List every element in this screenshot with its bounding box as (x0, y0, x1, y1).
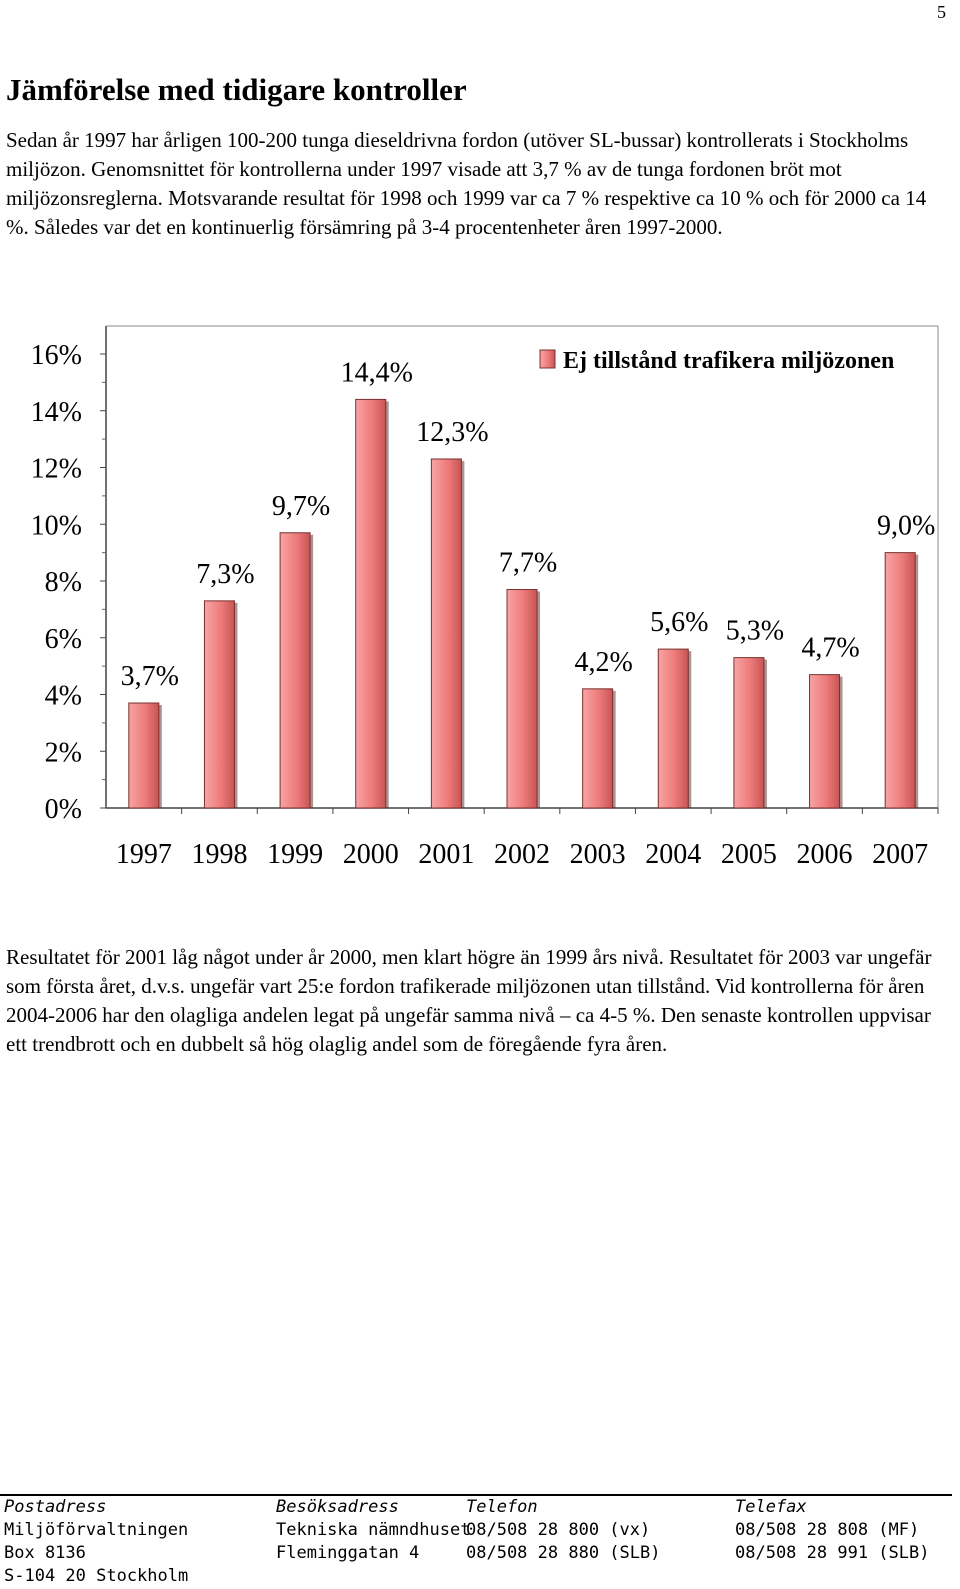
y-tick-label: 10% (31, 510, 82, 541)
data-label-2003: 4,2% (574, 647, 632, 678)
bar-2003 (582, 688, 614, 809)
x-tick-label-2004: 2004 (645, 839, 701, 870)
bar-chart: 0% 2% 4% 6% 8% 10% 12% 14% 16% 3,7% 1997 7,3% 1998 9… (31, 325, 939, 870)
section-heading: Jämförelse med tidigare kontroller (6, 72, 467, 107)
bar-2001 (430, 458, 462, 809)
footer: Postadress Miljöförvaltningen Box 8136 S… (0, 1496, 960, 1589)
x-tick-label-2003: 2003 (570, 839, 626, 870)
footer-line: 08/508 28 800 (vx) (466, 1520, 651, 1540)
data-label-1998: 7,3% (196, 559, 254, 590)
footer-line: 08/508 28 991 (SLB) (735, 1543, 930, 1563)
data-label-2000: 14,4% (341, 357, 413, 388)
bar-2000 (355, 398, 387, 809)
x-tick-label-1998: 1998 (191, 839, 247, 870)
y-tick-label: 4% (45, 681, 82, 712)
x-tick-label-2002: 2002 (494, 839, 550, 870)
x-tick-label-2000: 2000 (343, 839, 399, 870)
y-tick-label: 2% (45, 737, 82, 768)
bar-2006 (809, 674, 841, 809)
footer-fax: Telefax 08/508 28 808 (MF) 08/508 28 991… (735, 1496, 929, 1565)
data-label-2005: 5,3% (726, 616, 784, 647)
y-tick-label: 12% (31, 454, 82, 485)
bar-2002 (506, 589, 538, 809)
data-label-2001: 12,3% (416, 417, 488, 448)
footer-heading: Telefon (466, 1497, 538, 1517)
data-label-1997: 3,7% (121, 661, 179, 692)
bar-1999 (279, 532, 311, 809)
y-tick-label: 6% (45, 624, 82, 655)
y-tick-label: 16% (31, 340, 82, 371)
bar-2007 (884, 552, 916, 809)
legend-swatch (539, 349, 556, 369)
y-tick-label: 14% (31, 397, 82, 428)
data-label-2007: 9,0% (877, 511, 935, 542)
footer-postal-address: Postadress Miljöförvaltningen Box 8136 S… (4, 1496, 188, 1588)
data-label-1999: 9,7% (272, 491, 330, 522)
footer-line: 08/508 28 880 (SLB) (466, 1543, 661, 1563)
x-tick-label-2007: 2007 (872, 839, 928, 870)
y-tick-label: 8% (45, 567, 82, 598)
y-tick-label: 0% (45, 794, 82, 825)
footer-line: Fleminggatan 4 (276, 1543, 420, 1563)
x-tick-label-2001: 2001 (418, 839, 474, 870)
bar-2005 (733, 657, 765, 809)
footer-heading: Besöksadress (276, 1497, 399, 1517)
footer-line: Miljöförvaltningen (4, 1520, 189, 1540)
bar-2004 (657, 648, 689, 809)
footer-rule (0, 1494, 952, 1496)
x-tick-label-2005: 2005 (721, 839, 777, 870)
footer-phone: Telefon 08/508 28 800 (vx) 08/508 28 880… (466, 1496, 660, 1565)
footer-line: Box 8136 (4, 1543, 86, 1563)
data-label-2002: 7,7% (499, 548, 557, 579)
x-tick-label-1997: 1997 (116, 839, 172, 870)
bar-1997 (128, 702, 160, 809)
footer-line: 08/508 28 808 (MF) (735, 1520, 920, 1540)
footer-line: S-104 20 Stockholm (4, 1566, 189, 1586)
data-label-2004: 5,6% (650, 607, 708, 638)
footer-heading: Telefax (735, 1497, 807, 1517)
bar-1998 (203, 600, 235, 809)
intro-paragraph: Sedan år 1997 har årligen 100-200 tunga … (6, 128, 927, 239)
footer-line: Tekniska nämndhuset (276, 1520, 471, 1540)
x-tick-label-1999: 1999 (267, 839, 323, 870)
page-number: 5 (937, 2, 946, 22)
legend-label: Ej tillstånd trafikera miljözonen (563, 348, 894, 374)
results-paragraph: Resultatet för 2001 låg något under år 2… (6, 945, 932, 1056)
x-tick-label-2006: 2006 (797, 839, 853, 870)
footer-heading: Postadress (4, 1497, 107, 1517)
data-label-2006: 4,7% (801, 633, 859, 664)
footer-visiting-address: Besöksadress Tekniska nämndhuset Fleming… (276, 1496, 470, 1565)
